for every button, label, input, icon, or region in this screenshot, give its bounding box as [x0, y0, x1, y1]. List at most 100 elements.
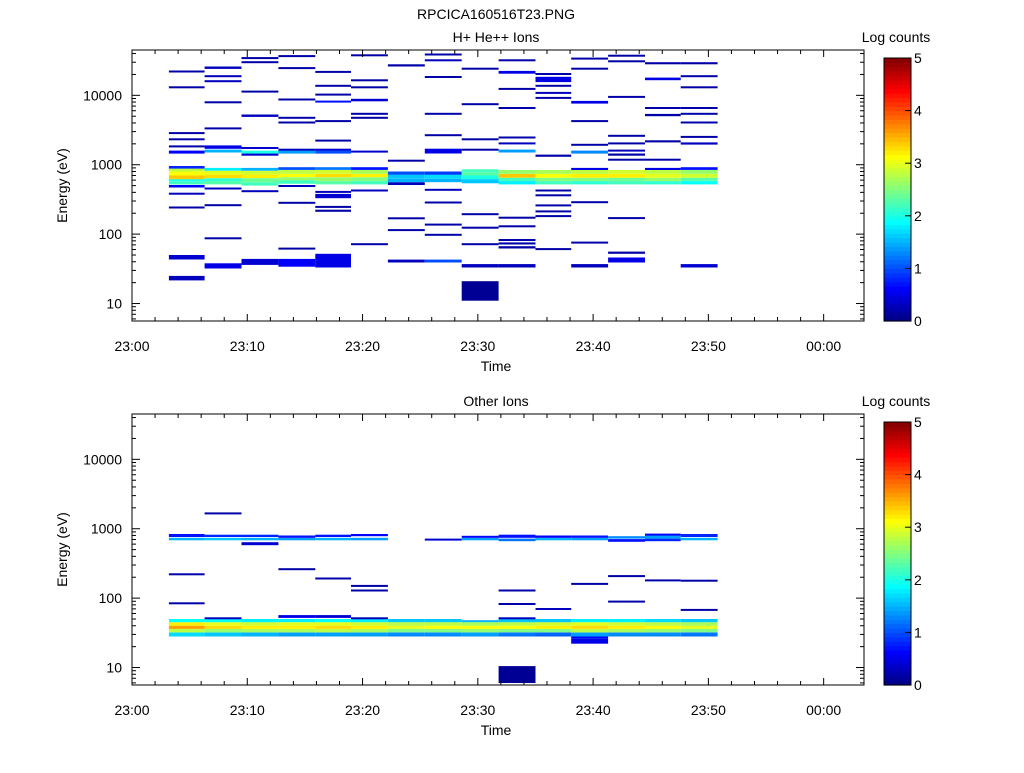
- heatmap-cell: [498, 622, 536, 626]
- colorbar-segment: [884, 518, 911, 524]
- heatmap-cell: [424, 188, 462, 191]
- heatmap-cell: [168, 150, 205, 154]
- heatmap-cell: [168, 619, 205, 623]
- heatmap-cell: [351, 170, 388, 174]
- heatmap-cell: [168, 185, 205, 188]
- heatmap-cell: [204, 263, 242, 269]
- heatmap-cell: [498, 177, 536, 182]
- heatmap-cell: [608, 142, 645, 145]
- heatmap-cell: [387, 64, 425, 67]
- colorbar-segment: [884, 250, 911, 256]
- heatmap-cell: [645, 628, 681, 633]
- colorbar-segment: [884, 141, 911, 147]
- heatmap-cell: [680, 579, 718, 582]
- colorbar-segment: [884, 110, 911, 116]
- heatmap-cells: [168, 512, 718, 683]
- heatmap-cell: [424, 628, 462, 633]
- colorbar-segment: [884, 119, 911, 125]
- heatmap-cell: [608, 251, 645, 254]
- heatmap-cell: [680, 170, 718, 174]
- colorbar-segment: [884, 97, 911, 103]
- colorbar-segment: [884, 207, 911, 213]
- heatmap-cell: [241, 537, 279, 541]
- heatmap-cell: [498, 625, 536, 629]
- colorbar-tick-label: 3: [914, 519, 922, 535]
- colorbar-segment: [884, 549, 911, 555]
- heatmap-cell: [168, 537, 205, 541]
- heatmap-cell: [241, 542, 279, 546]
- heatmap-cell: [424, 112, 462, 115]
- heatmap-cell: [168, 132, 205, 135]
- heatmap-cell: [168, 145, 205, 148]
- colorbar-segment: [884, 487, 911, 493]
- colorbar-segment: [884, 496, 911, 502]
- x-tick-label: 23:40: [576, 702, 611, 718]
- heatmap-cell: [278, 622, 316, 626]
- colorbar-segment: [884, 242, 911, 248]
- heatmap-cell: [645, 535, 681, 539]
- heatmap-cell: [498, 617, 536, 620]
- heatmap-cell: [351, 622, 388, 626]
- heatmap-cell: [204, 537, 242, 541]
- heatmap-cell: [608, 153, 645, 156]
- heatmap-cell: [571, 177, 609, 182]
- heatmap-cell: [241, 178, 279, 183]
- heatmap-cell: [571, 167, 609, 170]
- heatmap-cell: [498, 534, 536, 538]
- colorbar-segment: [884, 592, 911, 598]
- heatmap-cell: [535, 173, 572, 178]
- x-tick-label: 00:00: [806, 338, 841, 354]
- heatmap-cell: [680, 142, 718, 145]
- heatmap-cell: [278, 177, 316, 181]
- colorbar-segment: [884, 312, 911, 318]
- heatmap-cell: [645, 177, 681, 182]
- heatmap-cell: [168, 70, 205, 73]
- heatmap-cell: [680, 121, 718, 124]
- heatmap-cell: [461, 243, 499, 246]
- x-tick-label: 23:10: [230, 338, 265, 354]
- heatmap-cell: [351, 243, 388, 246]
- heatmap-cell: [535, 181, 572, 185]
- heatmap-cell: [315, 120, 351, 123]
- heatmap-cell: [608, 600, 645, 603]
- colorbar-segment: [884, 649, 911, 655]
- colorbar-segment: [884, 522, 911, 528]
- colorbar-segment: [884, 233, 911, 239]
- heatmap-cell: [315, 209, 351, 212]
- heatmap-cell: [608, 622, 645, 626]
- colorbar-segment: [884, 579, 911, 585]
- plot-axes: 23:00 23:10 23:20 23:30 23:40 23:50 00:00 Time 1…: [54, 49, 865, 374]
- heatmap-cell: [424, 174, 462, 179]
- heatmap-cell: [424, 233, 462, 236]
- heatmap-cell: [608, 170, 645, 174]
- heatmap-cell: [645, 632, 681, 637]
- x-tick-label: 23:30: [460, 702, 495, 718]
- x-tick-label: 23:10: [230, 702, 265, 718]
- colorbar-label: Log counts: [862, 29, 931, 45]
- heatmap-cell: [461, 264, 499, 268]
- heatmap-cell: [535, 91, 572, 94]
- heatmap-cell: [278, 98, 316, 101]
- heatmap-cell: [351, 589, 388, 592]
- heatmap-cell: [315, 84, 351, 87]
- heatmap-cell: [498, 149, 536, 153]
- y-tick-label: 100: [99, 226, 123, 242]
- colorbar-segment: [884, 75, 911, 81]
- heatmap-cell: [351, 98, 388, 102]
- heatmap-cell: [461, 226, 499, 229]
- heatmap-cell: [535, 628, 572, 633]
- heatmap-cell: [387, 625, 425, 629]
- heatmap-cell: [351, 628, 388, 633]
- heatmap-cell: [645, 579, 681, 582]
- heatmap-cell: [571, 625, 609, 629]
- y-tick-label: 10: [106, 660, 122, 676]
- heatmap-cell: [278, 55, 316, 58]
- heatmap-cell: [351, 181, 388, 185]
- colorbar-segment: [884, 237, 911, 243]
- heatmap-cell: [535, 537, 572, 541]
- heatmap-cell: [204, 174, 242, 179]
- colorbar-segment: [884, 680, 911, 686]
- colorbar-segment: [884, 492, 911, 498]
